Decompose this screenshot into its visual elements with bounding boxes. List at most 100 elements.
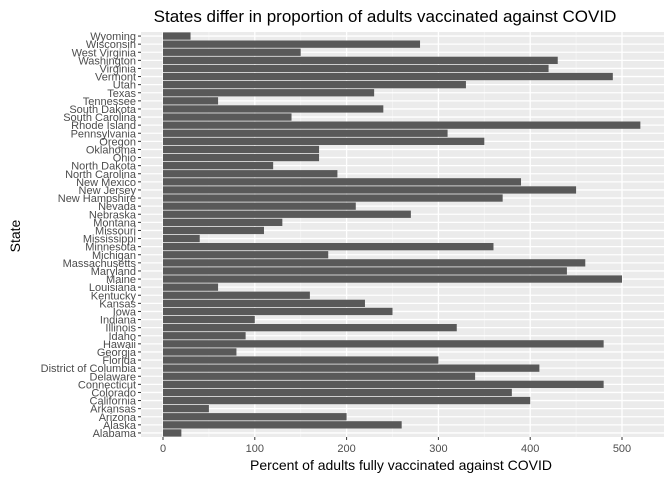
bar-nevada [163,202,356,210]
bar-south-carolina [163,113,292,121]
y-tick-label: Idaho [108,331,136,343]
bar-hawaii [163,340,604,348]
y-tick-label: Louisiana [89,282,137,294]
bar-utah [163,81,466,89]
y-tick-label: Utah [113,80,136,92]
y-tick-label: Tennessee [83,96,136,108]
bar-new-mexico [163,178,522,186]
y-tick-label: Massachusetts [63,258,137,270]
bar-alabama [163,429,182,437]
y-axis-title: State [7,219,23,252]
y-tick-label: Alabama [93,428,137,440]
y-tick-label: Georgia [97,347,137,359]
x-axis-title: Percent of adults fully vaccinated again… [250,457,552,473]
y-tick-label: Vermont [95,72,136,84]
y-tick-label: California [90,396,137,408]
bar-maryland [163,267,567,275]
bar-michigan [163,251,329,259]
bar-mississippi [163,234,200,243]
y-tick-label: South Carolina [63,112,137,124]
bar-tennessee [163,97,219,105]
y-tick-label: Arizona [99,412,137,424]
bar-idaho [163,332,246,340]
bar-oregon [163,137,485,145]
x-tick-label: 0 [160,443,166,455]
bar-south-dakota [163,105,384,113]
bar-new-jersey [163,186,577,194]
bar-oklahoma [163,145,320,154]
y-tick-label: New Hampshire [58,193,136,205]
y-tick-label: Hawaii [103,339,136,351]
x-tick-label: 500 [613,443,631,455]
bar-wyoming [163,32,191,40]
y-tick-label: Kentucky [91,290,137,302]
y-tick-label: Nebraska [89,209,137,221]
bar-north-carolina [163,170,338,178]
bar-missouri [163,226,264,235]
bar-arizona [163,413,347,421]
y-tick-label: Maine [106,274,136,286]
y-tick-label: Colorado [91,387,136,399]
bar-wisconsin [163,40,421,48]
bar-new-hampshire [163,194,503,202]
x-tick-label: 300 [429,443,447,455]
bar-alaska [163,421,402,429]
y-tick-label: New Jersey [79,185,137,197]
y-tick-label: Nevada [98,201,137,213]
y-tick-label: Wisconsin [86,39,136,51]
bar-virginia [163,64,549,73]
y-tick-label: Washington [78,55,136,67]
y-tick-label: Delaware [90,371,136,383]
bar-north-dakota [163,162,274,170]
bar-maine [163,275,622,283]
bar-west-virginia [163,48,301,56]
y-tick-label: West Virginia [72,47,137,59]
y-tick-label: Montana [93,217,137,229]
bar-kentucky [163,291,310,299]
bar-kansas [163,299,365,307]
y-tick-label: Texas [107,88,136,100]
bar-texas [163,89,375,97]
chart-title: States differ in proportion of adults va… [154,7,617,26]
y-tick-label: District of Columbia [41,363,137,375]
y-tick-label: Iowa [113,306,137,318]
bar-massachusetts [163,259,586,267]
bar-indiana [163,315,255,324]
y-tick-label: Wyoming [90,31,136,43]
bar-arkansas [163,405,209,413]
x-tick-label: 400 [521,443,539,455]
y-tick-label: Maryland [91,266,136,278]
y-tick-label: South Dakota [69,104,137,116]
bar-connecticut [163,380,604,388]
bar-illinois [163,324,457,332]
bar-california [163,396,531,405]
y-tick-label: Kansas [99,298,136,310]
y-tick-label: Indiana [100,315,137,327]
bar-montana [163,218,283,226]
bar-colorado [163,388,512,397]
y-tick-label: North Carolina [65,169,137,181]
y-tick-label: Arkansas [90,404,136,416]
y-tick-label: Mississippi [83,234,136,246]
bar-georgia [163,348,237,356]
x-tick-label: 200 [337,443,355,455]
y-tick-label: Missouri [95,225,136,237]
x-axis-ticks: 0 100 200 300 400 500 [160,437,631,455]
y-tick-label: Minnesota [85,242,137,254]
y-tick-label: Rhode Island [71,120,136,132]
y-tick-label: New Mexico [76,177,136,189]
bar-florida [163,356,439,364]
bar-vermont [163,72,613,81]
x-tick-label: 100 [246,443,264,455]
y-axis-ticks: AlabamaAlaskaArizonaArkansasCaliforniaCo… [41,31,141,440]
bar-louisiana [163,283,219,291]
bar-nebraska [163,210,411,218]
y-tick-label: Florida [102,355,137,367]
y-tick-label: Oregon [99,136,136,148]
y-tick-label: Alaska [103,420,137,432]
bar-washington [163,56,558,64]
y-tick-label: Ohio [113,153,136,165]
y-tick-label: North Dakota [71,161,137,173]
